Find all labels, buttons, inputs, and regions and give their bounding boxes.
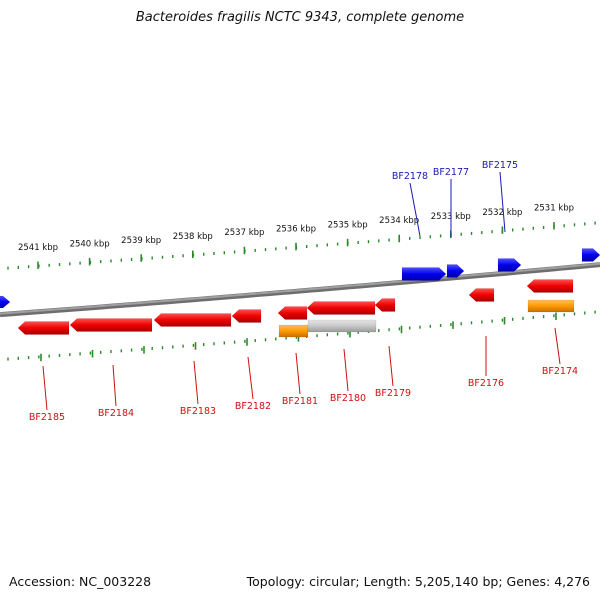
leader-line — [343, 348, 349, 392]
genome-title: Bacteroides fragilis NCTC 9343, complete… — [135, 10, 465, 25]
forward-gene-arrow — [581, 248, 600, 262]
leader-line — [554, 327, 561, 365]
forward-gene-label: BF2178 — [392, 171, 428, 182]
reverse-gene-label: BF2183 — [180, 406, 216, 417]
kbp-label: 2536 kbp — [276, 224, 316, 234]
reverse-gene-label: BF2174 — [542, 366, 578, 377]
genome-backbone-layer — [0, 262, 600, 318]
leader-line — [193, 360, 199, 405]
leader-line — [247, 356, 254, 400]
reverse-gene-label: BF2180 — [330, 393, 366, 404]
forward-gene-label: BF2175 — [482, 160, 518, 171]
leader-line — [499, 171, 506, 233]
reverse-gene-arrow — [17, 321, 70, 335]
reverse-gene-arrow — [306, 301, 376, 315]
orange-feature — [527, 299, 575, 313]
leader-line — [295, 352, 301, 395]
reverse-gene-arrow — [69, 318, 153, 332]
forward-gene-arrow — [0, 295, 11, 309]
leader-line — [112, 364, 117, 407]
kbp-label: 2531 kbp — [534, 204, 574, 214]
reverse-gene-arrow — [374, 298, 396, 312]
forward-gene-arrow — [497, 258, 522, 272]
kbp-label: 2541 kbp — [18, 243, 58, 253]
reverse-gene-label: BF2185 — [29, 412, 65, 423]
reverse-gene-arrow — [277, 306, 308, 320]
genome-backbone-highlight — [0, 262, 600, 315]
forward-gene-arrow — [446, 264, 465, 278]
kbp-label: 2539 kbp — [121, 236, 161, 246]
label-layer: BF2178 BF2177 BF2175 BF2185 BF2184 BF2183 BF21… — [29, 160, 578, 423]
leader-line — [388, 345, 394, 387]
kbp-label: 2534 kbp — [379, 216, 419, 226]
topology-summary: Topology: circular; Length: 5,205,140 bp… — [246, 574, 590, 589]
reverse-gene-label: BF2176 — [468, 378, 504, 389]
leader-line — [42, 365, 48, 411]
forward-gene-arrow — [401, 267, 447, 281]
accession-text: Accession: NC_003228 — [9, 574, 152, 589]
reverse-gene-arrow — [526, 279, 574, 293]
kbp-label: 2540 kbp — [70, 239, 110, 249]
feature-layer — [0, 248, 600, 338]
kbp-label: 2532 kbp — [482, 208, 522, 218]
kbp-label: 2537 kbp — [224, 228, 264, 238]
tick-layer: 2541 kbp 2540 kbp 2539 kbp 2538 kbp 2537 kbp… — [7, 204, 596, 362]
reverse-gene-arrow — [468, 288, 495, 302]
orange-feature — [278, 324, 309, 338]
reverse-gene-arrow — [153, 313, 232, 327]
reverse-gene-label: BF2179 — [375, 388, 411, 399]
kbp-label: 2535 kbp — [328, 220, 368, 230]
reverse-gene-label: BF2184 — [98, 408, 134, 419]
kbp-label: 2538 kbp — [173, 232, 213, 242]
grey-feature — [307, 319, 377, 333]
reverse-gene-label: BF2182 — [235, 401, 271, 412]
leader-line — [409, 182, 421, 237]
reverse-gene-arrow — [231, 309, 262, 323]
reverse-gene-label: BF2181 — [282, 396, 318, 407]
forward-gene-label: BF2177 — [433, 167, 469, 178]
